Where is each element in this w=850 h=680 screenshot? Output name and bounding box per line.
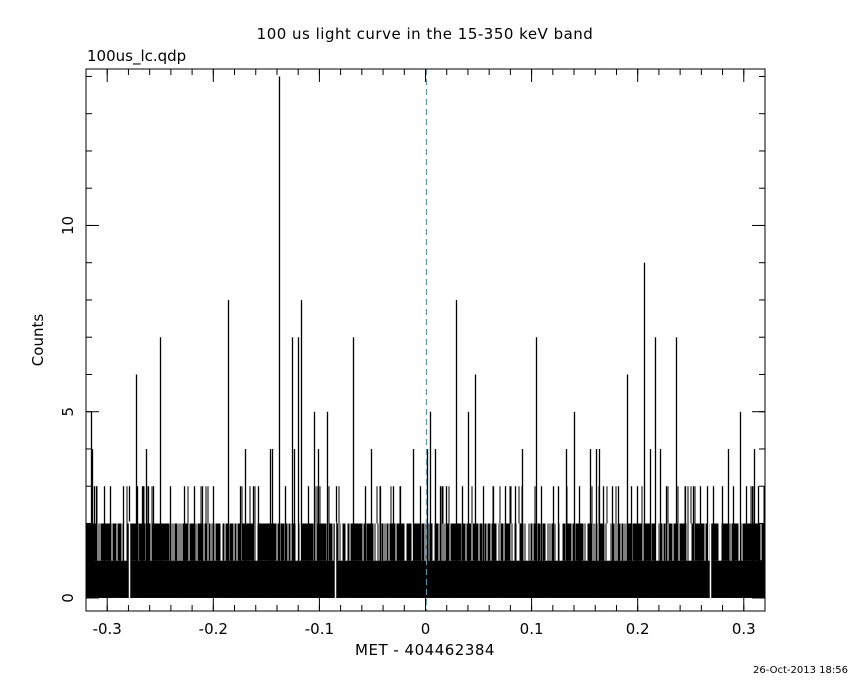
y-axis-ticks: 0 5 10 xyxy=(59,75,765,603)
x-tick-label: -0.1 xyxy=(305,620,334,638)
data-bars xyxy=(86,76,765,598)
x-tick-label: 0.2 xyxy=(626,620,650,638)
file-label: 100us_lc.qdp xyxy=(87,47,186,66)
x-tick-label: -0.2 xyxy=(199,620,228,638)
x-tick-label: -0.3 xyxy=(93,620,122,638)
y-tick-label: 10 xyxy=(59,216,77,235)
timestamp: 26-Oct-2013 18:56 xyxy=(753,665,848,676)
x-axis-label: MET - 404462384 xyxy=(355,641,495,659)
x-tick-label: 0.3 xyxy=(732,620,756,638)
x-axis-ticks: -0.3 -0.2 -0.1 0 0.1 0.2 0.3 xyxy=(85,69,766,638)
x-tick-label: 0 xyxy=(421,620,431,638)
x-tick-label: 0.1 xyxy=(520,620,544,638)
baseline-band-1 xyxy=(86,560,765,598)
y-axis-label: Counts xyxy=(29,314,47,367)
data-gaps xyxy=(128,521,712,598)
y-tick-label: 0 xyxy=(59,593,77,603)
y-tick-label: 5 xyxy=(59,407,77,417)
chart-title: 100 us light curve in the 15-350 keV ban… xyxy=(257,25,594,43)
